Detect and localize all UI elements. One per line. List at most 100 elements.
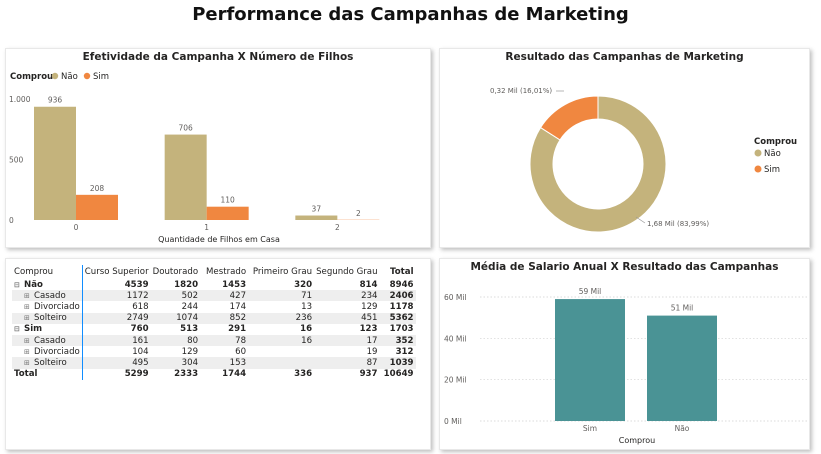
table-cell: 16: [248, 334, 315, 347]
expand-icon[interactable]: ⊞: [24, 314, 30, 323]
table-row: ⊞ Solteiro 2749 1074 852 236 451 5362: [12, 312, 416, 324]
children-bar-chart: Comprou Não Sim 1.000 500 0 936 208 0 706 110 1 37 2 2…: [9, 72, 380, 244]
x-tick-label: 0: [74, 223, 79, 232]
table-cell: 1172: [82, 290, 151, 302]
y-tick-label: 0 Mil: [444, 417, 462, 426]
table-row: ⊞ Casado 1172 502 427 71 234 2406: [12, 290, 416, 302]
row-label[interactable]: ⊞ Divorciado: [12, 301, 83, 313]
x-tick-label: 1: [204, 223, 209, 232]
result-donut-chart: 0,32 Mil (16,01%) 1,68 Mil (83,99%) Compro…: [490, 87, 797, 233]
table-cell: 1074: [150, 312, 201, 324]
table-cell: 161: [82, 334, 151, 347]
table-cell: 234: [314, 290, 380, 302]
donut-slice-sim: [539, 95, 599, 141]
table-cell: 852: [200, 312, 249, 324]
table-cell: 618: [132, 301, 149, 312]
bar-sim-0: [76, 194, 118, 220]
table-cell: 8946: [389, 279, 414, 290]
matrix-header-comprou[interactable]: Comprou: [12, 265, 83, 279]
bar-data-label: 208: [90, 184, 105, 193]
table-cell: 1453: [222, 279, 247, 290]
legend-title: Comprou: [10, 72, 53, 82]
page-title: Performance das Campanhas de Marketing: [192, 4, 629, 25]
bar-não-0: [34, 106, 76, 220]
table-cell: 123: [359, 324, 378, 335]
table-cell: 495: [82, 357, 151, 369]
matrix-header-curso-superior[interactable]: Curso Superior: [84, 267, 149, 277]
table-cell: 451: [314, 312, 380, 324]
table-cell: 336: [294, 369, 313, 380]
x-tick-label: Sim: [583, 424, 597, 433]
y-tick-label: 1.000: [9, 95, 31, 104]
row-label[interactable]: ⊟ Não: [12, 279, 83, 291]
bar-data-label: 2: [356, 209, 361, 218]
matrix-header-primeiro-grau[interactable]: Primeiro Grau: [252, 267, 313, 277]
leader-line: [635, 216, 646, 224]
bar-data-label: 51 Mil: [671, 304, 694, 313]
table-row: ⊟ Sim 760 513 291 16 123 1703: [12, 323, 416, 335]
donut-chart-title: Resultado das Campanhas de Marketing: [505, 51, 744, 63]
table-cell: 312: [395, 346, 414, 357]
table-cell: 4539: [124, 279, 149, 290]
table-cell: 80: [150, 334, 201, 347]
row-label[interactable]: ⊞ Casado: [12, 290, 83, 302]
table-cell: 17: [314, 334, 380, 347]
table-cell: 2333: [174, 369, 199, 380]
table-cell: 513: [180, 324, 199, 335]
row-label[interactable]: ⊞ Casado: [12, 334, 83, 347]
row-label[interactable]: ⊞ Divorciado: [12, 346, 83, 358]
row-label[interactable]: ⊟ Sim: [12, 323, 83, 335]
bar-data-label: 59 Mil: [579, 287, 602, 296]
x-tick-label: 2: [335, 223, 340, 232]
legend-label: Não: [764, 149, 781, 159]
children-chart-title: Efetividade da Campanha X Número de Filh…: [82, 51, 354, 63]
y-tick-label: 60 Mil: [444, 293, 467, 302]
matrix-header-total[interactable]: Total: [390, 267, 414, 277]
y-tick-label: 40 Mil: [444, 334, 467, 343]
salary-card[interactable]: Média de Salario Anual X Resultado das C…: [439, 258, 810, 450]
row-label-text: Não: [24, 279, 43, 290]
donut-slice-não: [529, 95, 667, 233]
donut-label-sim: 0,32 Mil (16,01%): [490, 87, 552, 95]
row-label-text: Sim: [24, 324, 43, 335]
collapse-icon[interactable]: ⊟: [14, 280, 20, 289]
row-label: Total: [12, 368, 83, 380]
table-cell: 19: [366, 346, 378, 357]
table-cell: 10649: [383, 369, 414, 380]
legend-marker-sim: [754, 165, 762, 173]
expand-icon[interactable]: ⊞: [24, 336, 30, 345]
bar-não-1: [164, 134, 207, 220]
collapse-icon[interactable]: ⊟: [14, 325, 20, 334]
legend-title: Comprou: [754, 137, 797, 147]
legend-label: Sim: [764, 165, 780, 175]
row-label-text: Casado: [34, 335, 66, 346]
row-label[interactable]: ⊞ Solteiro: [12, 357, 83, 369]
table-cell: 352: [379, 334, 416, 347]
row-label[interactable]: ⊞ Solteiro: [12, 312, 83, 324]
expand-icon[interactable]: ⊞: [24, 302, 30, 311]
children-effectiveness-card[interactable]: Efetividade da Campanha X Número de Filh…: [5, 48, 431, 248]
matrix-header-mestrado[interactable]: Mestrado: [206, 267, 247, 277]
education-matrix-card[interactable]: Comprou Curso Superior Doutorado Mestrad…: [5, 258, 431, 450]
matrix-header-doutorado[interactable]: Doutorado: [152, 267, 199, 277]
expand-icon[interactable]: ⊞: [24, 347, 30, 356]
table-cell: [248, 346, 314, 357]
expand-icon[interactable]: ⊞: [24, 358, 30, 367]
salary-bar-não: [647, 315, 717, 421]
education-matrix: Comprou Curso Superior Doutorado Mestrad…: [12, 265, 416, 380]
y-tick-label: 0: [9, 216, 14, 225]
campaign-result-card[interactable]: Resultado das Campanhas de Marketing 0,3…: [439, 48, 810, 248]
legend-marker-não: [51, 72, 59, 80]
table-cell: 16: [300, 324, 313, 335]
matrix-header-segundo-grau[interactable]: Segundo Grau: [316, 267, 378, 277]
table-cell: 320: [294, 279, 313, 290]
expand-icon[interactable]: ⊞: [24, 291, 30, 300]
row-label-text: Divorciado: [34, 301, 80, 312]
table-cell: 129: [361, 301, 378, 312]
salary-bar-sim: [555, 299, 625, 421]
table-cell: 236: [248, 312, 315, 324]
bar-não-2: [295, 215, 338, 220]
table-row: ⊞ Solteiro 495 304 153 87 1039: [12, 357, 416, 369]
bar-sim-1: [206, 206, 249, 220]
table-cell: 104: [132, 346, 149, 357]
